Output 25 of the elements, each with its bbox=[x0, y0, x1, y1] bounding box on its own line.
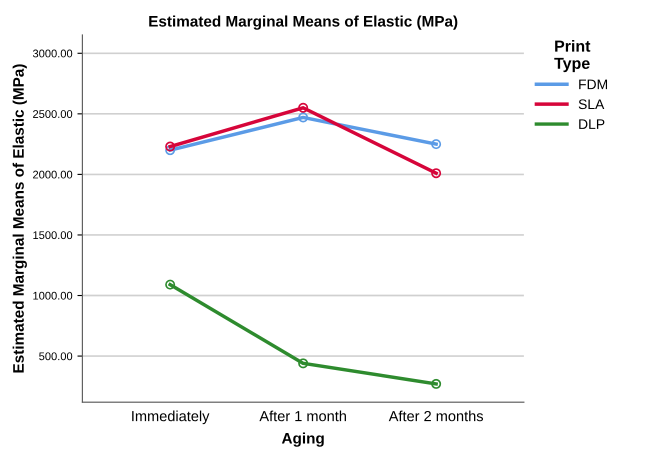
point bbox=[298, 112, 308, 122]
point bbox=[165, 142, 176, 152]
y-tick-label: 500.00 bbox=[39, 352, 72, 360]
chart-title: Estimated Marginal Means of Elastic (MPa) bbox=[149, 15, 458, 30]
point bbox=[165, 145, 176, 156]
point bbox=[165, 280, 176, 290]
x-tick-label: Immediately bbox=[132, 410, 210, 424]
point bbox=[431, 378, 442, 389]
x-axis-title: Aging bbox=[282, 432, 324, 447]
legend-title: Print Type bbox=[554, 40, 590, 72]
y-tick-label: 2500.00 bbox=[33, 110, 72, 118]
point bbox=[431, 139, 442, 150]
legend-label: SLA bbox=[578, 99, 604, 110]
legend-label: FDM bbox=[579, 80, 608, 90]
x-tick-label: After 2 months bbox=[388, 410, 484, 422]
y-tick-label: 1000.00 bbox=[33, 292, 72, 300]
y-tick-label: 1500.00 bbox=[33, 231, 72, 240]
point bbox=[298, 358, 308, 368]
point bbox=[298, 102, 308, 113]
point bbox=[431, 168, 442, 178]
y-axis-title: Estimated Marginal Means of Elastic (MPa) bbox=[12, 64, 27, 372]
legend-label: DLP bbox=[579, 119, 604, 129]
y-tick-label: 3000.00 bbox=[32, 50, 72, 58]
x-tick-label: After 1 month bbox=[259, 410, 346, 422]
y-tick-label: 2000.00 bbox=[33, 170, 72, 179]
